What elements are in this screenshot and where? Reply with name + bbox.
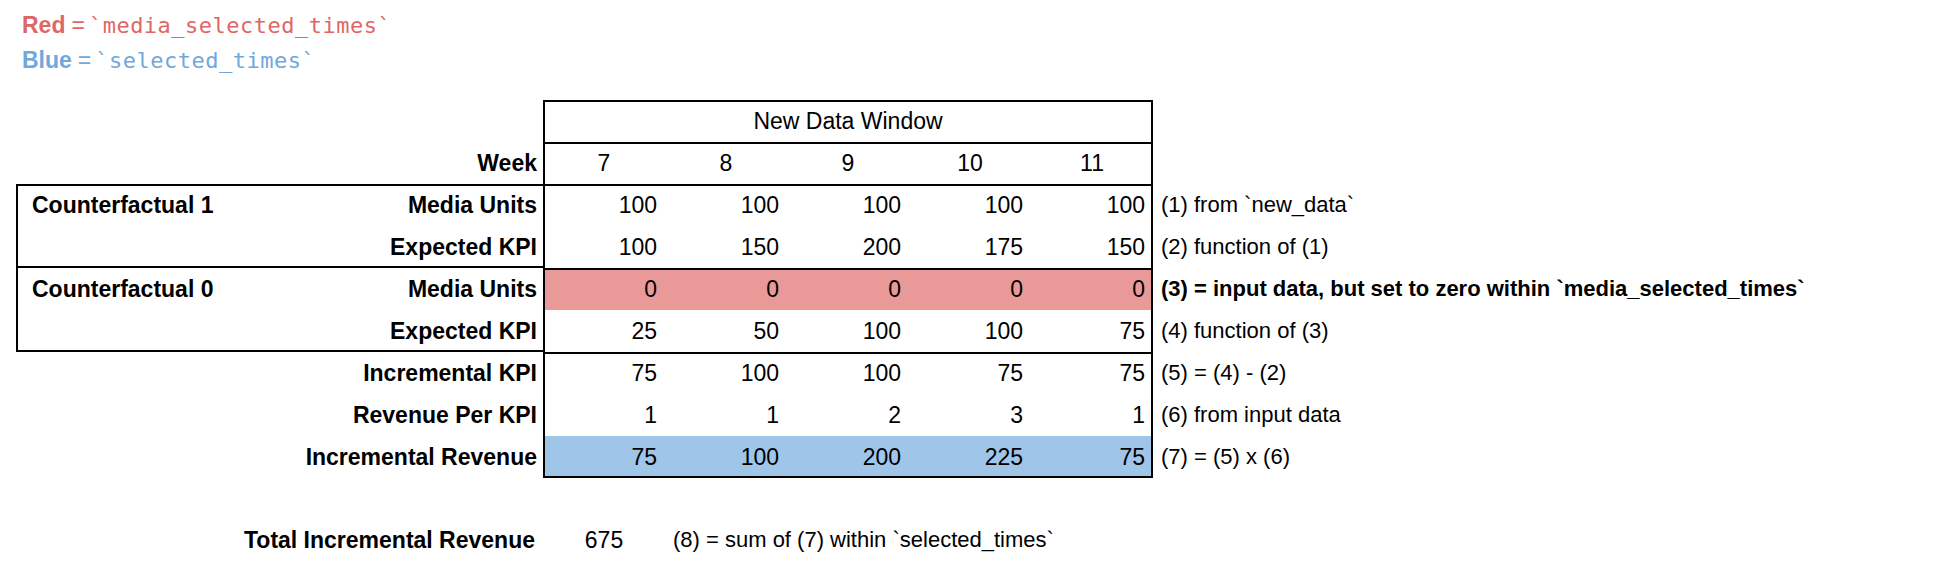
table-row-expected-kpi-cf1: Expected KPI 100 150 200 175 150 (2) fun… [16, 226, 1329, 268]
data-cell: 0 [665, 276, 787, 303]
table-row-expected-kpi-cf0: Expected KPI 25 50 100 100 75 (4) functi… [16, 310, 1329, 352]
data-cell: 75 [1031, 444, 1153, 471]
data-cell: 100 [787, 360, 909, 387]
data-cell: 100 [1031, 192, 1153, 219]
week-cell: 8 [665, 150, 787, 177]
data-cell: 1 [665, 402, 787, 429]
row-annotation: (7) = (5) x (6) [1161, 444, 1290, 470]
row-label: Revenue Per KPI [16, 402, 543, 429]
table-row-incremental-kpi: Incremental KPI 75 100 100 75 75 (5) = (… [16, 352, 1286, 394]
table-row-media-units-cf0: Media Units 0 0 0 0 0 (3) = input data, … [16, 268, 1805, 310]
row-annotation: (1) from `new_data` [1161, 192, 1354, 218]
week-cell: 10 [909, 150, 1031, 177]
data-cell: 0 [909, 276, 1031, 303]
row-label: Incremental KPI [16, 360, 543, 387]
data-cell: 75 [543, 360, 665, 387]
row-label: Incremental Revenue [16, 444, 543, 471]
data-cell: 75 [1031, 318, 1153, 345]
row-annotation: (3) = input data, but set to zero within… [1161, 276, 1805, 302]
data-cell: 0 [543, 276, 665, 303]
data-cell: 50 [665, 318, 787, 345]
legend-red-code: `media_selected_times` [89, 13, 391, 38]
week-cell: 11 [1031, 150, 1153, 177]
data-cell: 150 [665, 234, 787, 261]
row-annotation: (2) function of (1) [1161, 234, 1329, 260]
data-cell: 0 [1031, 276, 1153, 303]
data-cell: 100 [543, 192, 665, 219]
data-cell: 100 [909, 318, 1031, 345]
table-row-revenue-per-kpi: Revenue Per KPI 1 1 2 3 1 (6) from input… [16, 394, 1341, 436]
week-cell: 9 [787, 150, 909, 177]
data-cell: 100 [909, 192, 1031, 219]
data-cell: 200 [787, 444, 909, 471]
data-cell: 150 [1031, 234, 1153, 261]
data-cell: 0 [787, 276, 909, 303]
total-row: Total Incremental Revenue 675 (8) = sum … [16, 519, 1054, 561]
data-cell: 225 [909, 444, 1031, 471]
total-value: 675 [543, 527, 665, 554]
new-data-window-title: New Data Window [543, 100, 1153, 142]
data-cell: 100 [787, 192, 909, 219]
legend-blue-equals: = [78, 47, 91, 74]
total-annotation: (8) = sum of (7) within `selected_times` [673, 527, 1054, 553]
legend-blue-line: Blue = `selected_times` [22, 47, 391, 82]
counterfactual-table-figure: Red = `media_selected_times` Blue = `sel… [0, 0, 1960, 574]
total-label: Total Incremental Revenue [16, 527, 543, 554]
data-cell: 75 [909, 360, 1031, 387]
data-cell: 2 [787, 402, 909, 429]
week-row: Week 7 8 9 10 11 [16, 142, 1153, 184]
data-cell: 175 [909, 234, 1031, 261]
legend-red-equals: = [71, 12, 84, 39]
table-row-incremental-revenue: Incremental Revenue 75 100 200 225 75 (7… [16, 436, 1290, 478]
data-cell: 1 [1031, 402, 1153, 429]
legend: Red = `media_selected_times` Blue = `sel… [22, 12, 391, 82]
data-cell: 75 [543, 444, 665, 471]
data-cell: 100 [665, 192, 787, 219]
week-label: Week [16, 150, 543, 177]
data-cell: 3 [909, 402, 1031, 429]
data-cell: 100 [543, 234, 665, 261]
data-cell: 1 [543, 402, 665, 429]
data-cell: 75 [1031, 360, 1153, 387]
row-label: Media Units [16, 192, 543, 219]
row-annotation: (5) = (4) - (2) [1161, 360, 1286, 386]
data-cell: 100 [665, 360, 787, 387]
row-annotation: (6) from input data [1161, 402, 1341, 428]
data-cell: 100 [787, 318, 909, 345]
row-label: Media Units [16, 276, 543, 303]
legend-red-word: Red [22, 12, 65, 39]
data-cell: 100 [665, 444, 787, 471]
legend-red-line: Red = `media_selected_times` [22, 12, 391, 47]
table-row-media-units-cf1: Media Units 100 100 100 100 100 (1) from… [16, 184, 1354, 226]
legend-blue-word: Blue [22, 47, 72, 74]
week-cell: 7 [543, 150, 665, 177]
data-cell: 25 [543, 318, 665, 345]
data-cell: 200 [787, 234, 909, 261]
row-annotation: (4) function of (3) [1161, 318, 1329, 344]
row-label: Expected KPI [16, 318, 543, 345]
legend-blue-code: `selected_times` [95, 48, 315, 73]
row-label: Expected KPI [16, 234, 543, 261]
